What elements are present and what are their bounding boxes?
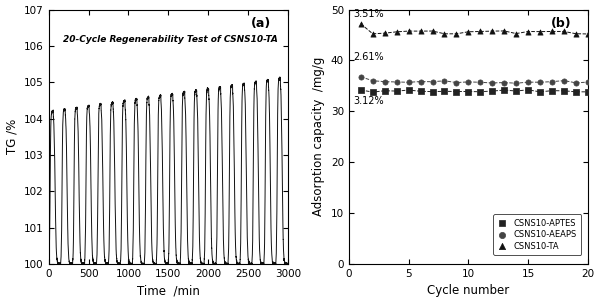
CSNS10-APTES [380, 88, 389, 93]
CSNS10-TA [547, 29, 557, 34]
X-axis label: Cycle number: Cycle number [427, 285, 509, 298]
CSNS10-APTES [511, 88, 521, 93]
CSNS10-AEAPS [452, 80, 461, 85]
X-axis label: Time  /min: Time /min [137, 285, 200, 298]
CSNS10-AEAPS [499, 80, 509, 85]
CSNS10-TA [559, 29, 569, 34]
CSNS10-TA [404, 29, 413, 34]
Y-axis label: TG /%: TG /% [5, 119, 19, 155]
CSNS10-TA [452, 32, 461, 36]
CSNS10-AEAPS [583, 80, 593, 85]
CSNS10-APTES [535, 89, 545, 94]
CSNS10-APTES [392, 89, 401, 94]
CSNS10-APTES [523, 87, 533, 92]
CSNS10-TA [440, 32, 449, 36]
CSNS10-AEAPS [559, 78, 569, 83]
Text: (a): (a) [251, 17, 271, 30]
CSNS10-APTES [583, 89, 593, 94]
CSNS10-APTES [356, 88, 365, 92]
Legend: CSNS10-APTES, CSNS10-AEAPS, CSNS10-TA: CSNS10-APTES, CSNS10-AEAPS, CSNS10-TA [493, 215, 581, 255]
CSNS10-TA [487, 29, 497, 34]
CSNS10-AEAPS [380, 79, 389, 84]
CSNS10-APTES [487, 89, 497, 94]
CSNS10-AEAPS [404, 80, 413, 85]
CSNS10-APTES [559, 88, 569, 93]
Text: 20-Cycle Regenerability Test of CSNS10-TA: 20-Cycle Regenerability Test of CSNS10-T… [63, 35, 278, 44]
CSNS10-APTES [464, 89, 473, 94]
CSNS10-TA [511, 31, 521, 36]
CSNS10-AEAPS [571, 80, 581, 85]
CSNS10-AEAPS [464, 79, 473, 84]
CSNS10-TA [535, 29, 545, 34]
CSNS10-AEAPS [476, 80, 485, 85]
CSNS10-APTES [428, 89, 437, 94]
CSNS10-TA [356, 22, 365, 26]
CSNS10-AEAPS [487, 81, 497, 85]
CSNS10-AEAPS [392, 80, 401, 85]
CSNS10-APTES [416, 89, 425, 94]
CSNS10-TA [476, 29, 485, 34]
CSNS10-AEAPS [511, 81, 521, 86]
CSNS10-TA [464, 29, 473, 34]
CSNS10-AEAPS [523, 80, 533, 85]
Text: 2.61%: 2.61% [353, 52, 383, 62]
CSNS10-AEAPS [535, 80, 545, 85]
CSNS10-AEAPS [428, 79, 437, 84]
Text: 3.51%: 3.51% [353, 9, 383, 19]
CSNS10-APTES [452, 89, 461, 94]
CSNS10-TA [583, 32, 593, 36]
Text: 3.12%: 3.12% [353, 96, 383, 106]
CSNS10-TA [523, 29, 533, 34]
CSNS10-APTES [547, 88, 557, 93]
CSNS10-APTES [404, 88, 413, 92]
CSNS10-AEAPS [356, 74, 365, 79]
CSNS10-TA [368, 32, 377, 36]
CSNS10-AEAPS [547, 79, 557, 84]
CSNS10-TA [392, 29, 401, 34]
Text: (b): (b) [551, 17, 571, 30]
CSNS10-AEAPS [440, 78, 449, 83]
CSNS10-APTES [499, 88, 509, 92]
CSNS10-TA [416, 29, 425, 34]
CSNS10-AEAPS [416, 79, 425, 84]
CSNS10-APTES [440, 89, 449, 94]
CSNS10-TA [428, 28, 437, 33]
Y-axis label: Adsorption capacity  /mg/g: Adsorption capacity /mg/g [312, 57, 325, 216]
CSNS10-TA [571, 31, 581, 36]
CSNS10-APTES [571, 89, 581, 94]
CSNS10-APTES [368, 90, 377, 95]
CSNS10-TA [380, 31, 389, 35]
CSNS10-TA [499, 28, 509, 33]
CSNS10-APTES [476, 89, 485, 94]
CSNS10-AEAPS [368, 78, 377, 83]
